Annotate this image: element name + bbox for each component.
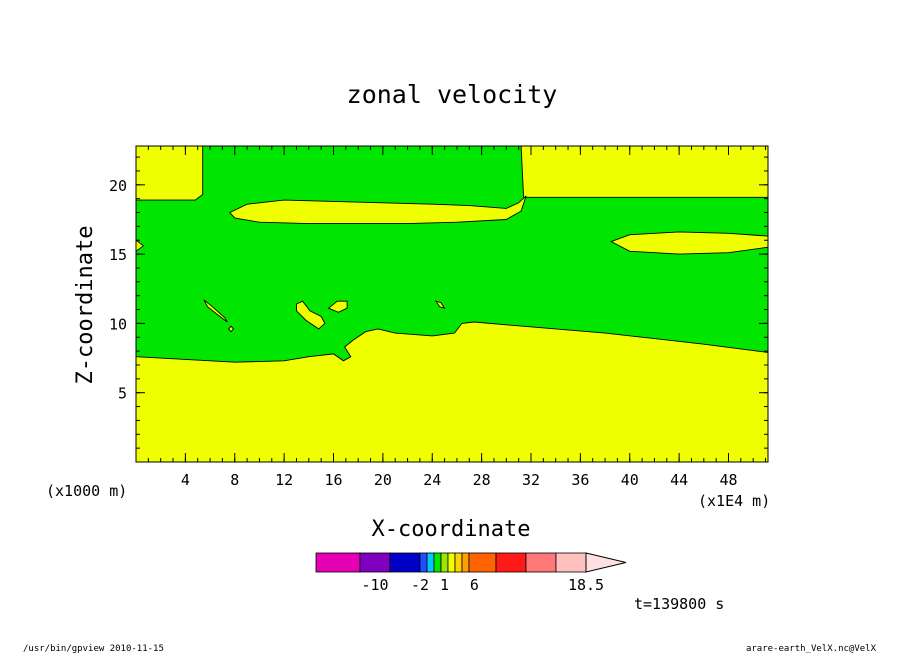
- y-tick-label: 20: [109, 177, 127, 195]
- contour-region-8: [434, 300, 446, 309]
- colorbar-label: -10: [361, 576, 388, 594]
- contour-regions: [135, 145, 769, 363]
- colorbar: [315, 552, 627, 573]
- colorbar-segment: [555, 552, 587, 573]
- colorbar-label: 18.5: [568, 576, 604, 594]
- y-tick-label: 10: [109, 315, 127, 333]
- colorbar-segment: [419, 552, 428, 573]
- colorbar-segment: [433, 552, 442, 573]
- colorbar-segment: [454, 552, 463, 573]
- y-axis-ticks: 5 10 15 20: [109, 177, 768, 403]
- contour-region-4: [203, 299, 228, 323]
- y-tick-label: 5: [118, 385, 127, 403]
- contour-region-7: [327, 300, 348, 313]
- colorbar-segment: [440, 552, 449, 573]
- x-unit-right: (x1E4 m): [698, 492, 770, 510]
- colorbar-label: 6: [470, 576, 479, 594]
- x-tick-label: 16: [324, 471, 342, 489]
- x-axis-label: X-coordinate: [372, 517, 531, 542]
- contour-region-6: [296, 300, 326, 330]
- x-tick-label: 44: [670, 471, 688, 489]
- colorbar-segment: [447, 552, 456, 573]
- x-tick-label: 32: [522, 471, 540, 489]
- footer-left: /usr/bin/gpview 2010-11-15: [23, 644, 164, 654]
- x-unit-left: (x1000 m): [46, 482, 127, 500]
- chart-title: zonal velocity: [347, 80, 558, 109]
- plot-frame: [135, 145, 769, 463]
- x-tick-label: 4: [181, 471, 190, 489]
- x-axis-ticks: 4 8 12 16 20 24 28 32 36 40 44 48: [181, 146, 738, 489]
- contour-region-5: [228, 325, 235, 333]
- x-tick-label: 36: [571, 471, 589, 489]
- contour-region-1: [229, 195, 527, 225]
- contour-region-2: [610, 231, 769, 255]
- y-axis-label: Z-coordinate: [73, 226, 98, 385]
- x-tick-label: 28: [473, 471, 491, 489]
- x-tick-label: 40: [621, 471, 639, 489]
- colorbar-segment: [468, 552, 497, 573]
- colorbar-segment: [525, 552, 557, 573]
- colorbar-segment: [426, 552, 435, 573]
- colorbar-labels: -10 -2 1 6 18.5: [361, 576, 604, 594]
- colorbar-label: -2: [411, 576, 429, 594]
- x-tick-label: 24: [423, 471, 441, 489]
- x-tick-label: 20: [374, 471, 392, 489]
- colorbar-segment: [359, 552, 391, 573]
- time-label: t=139800 s: [634, 595, 724, 613]
- x-tick-label: 48: [719, 471, 737, 489]
- colorbar-arrow: [585, 552, 627, 573]
- x-tick-label: 8: [230, 471, 239, 489]
- colorbar-segment: [315, 552, 361, 573]
- colorbar-segment: [461, 552, 470, 573]
- colorbar-segment: [495, 552, 527, 573]
- colorbar-segment: [389, 552, 421, 573]
- x-tick-label: 12: [275, 471, 293, 489]
- y-tick-label: 15: [109, 246, 127, 264]
- footer-right: arare-earth_VelX.nc@VelX: [746, 644, 877, 654]
- colorbar-label: 1: [440, 576, 449, 594]
